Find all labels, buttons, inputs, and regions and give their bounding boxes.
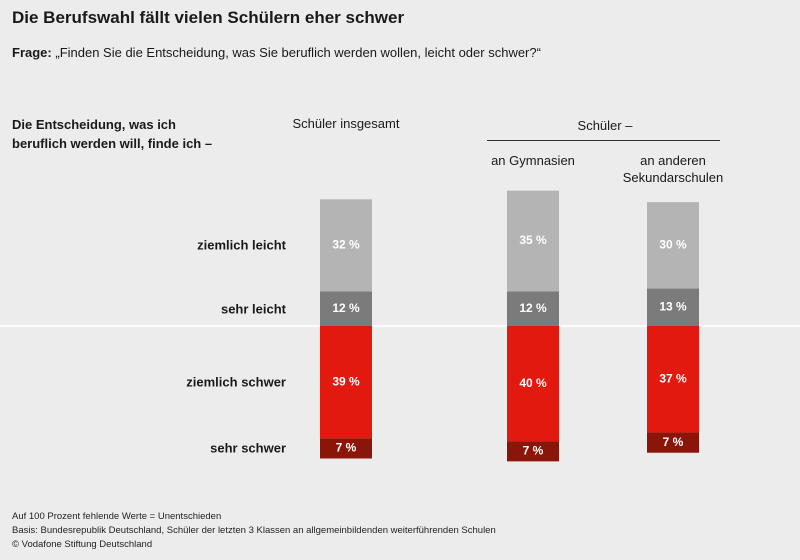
row-label: sehr leicht: [220, 301, 286, 317]
column-label: an Gymnasien: [491, 153, 575, 168]
row-label: ziemlich leicht: [197, 237, 286, 253]
chart-title: Die Berufswahl fällt vielen Schülern ehe…: [12, 8, 405, 27]
bar-segment: [507, 190, 559, 292]
bar-segment: [507, 441, 559, 462]
row-header: Die Entscheidung, was ich beruflich werd…: [12, 117, 213, 151]
value-label: 32 %: [332, 238, 360, 252]
question-label: Frage:: [12, 45, 52, 60]
value-label: 13 %: [659, 299, 687, 313]
bar-segment: [320, 326, 372, 439]
bar-segment: [320, 291, 372, 326]
row-label: sehr schwer: [210, 440, 286, 456]
value-label: 30 %: [659, 238, 687, 252]
value-label: 37 %: [659, 371, 687, 385]
group-header: Schüler –: [577, 118, 633, 133]
value-label: 7 %: [523, 443, 544, 457]
column-label: an anderen Sekundarschulen: [622, 153, 724, 185]
value-label: 39 %: [332, 374, 360, 388]
value-label: 7 %: [663, 435, 684, 449]
bar-segment: [507, 291, 559, 326]
value-label: 12 %: [519, 301, 547, 315]
bar-segment: [320, 438, 372, 459]
bar-segment: [320, 199, 372, 292]
note: © Vodafone Stiftung Deutschland: [12, 539, 153, 550]
value-label: 7 %: [336, 441, 357, 455]
bar-segment: [507, 326, 559, 442]
bar-segment: [647, 326, 699, 433]
question-text: „Finden Sie die Entscheidung, was Sie be…: [55, 45, 541, 60]
note: Basis: Bundesrepublik Deutschland, Schül…: [12, 525, 496, 536]
value-label: 40 %: [519, 376, 547, 390]
bar-segment: [647, 202, 699, 289]
column-label: Schüler insgesamt: [292, 116, 400, 131]
group-line: [487, 140, 720, 141]
bar-segment: [647, 288, 699, 326]
bar-segment: [647, 432, 699, 453]
value-label: 12 %: [332, 301, 360, 315]
note: Auf 100 Prozent fehlende Werte = Unentsc…: [12, 511, 222, 522]
question: Frage: „Finden Sie die Entscheidung, was…: [12, 45, 541, 60]
row-label: ziemlich schwer: [186, 374, 286, 390]
value-label: 35 %: [519, 233, 547, 247]
